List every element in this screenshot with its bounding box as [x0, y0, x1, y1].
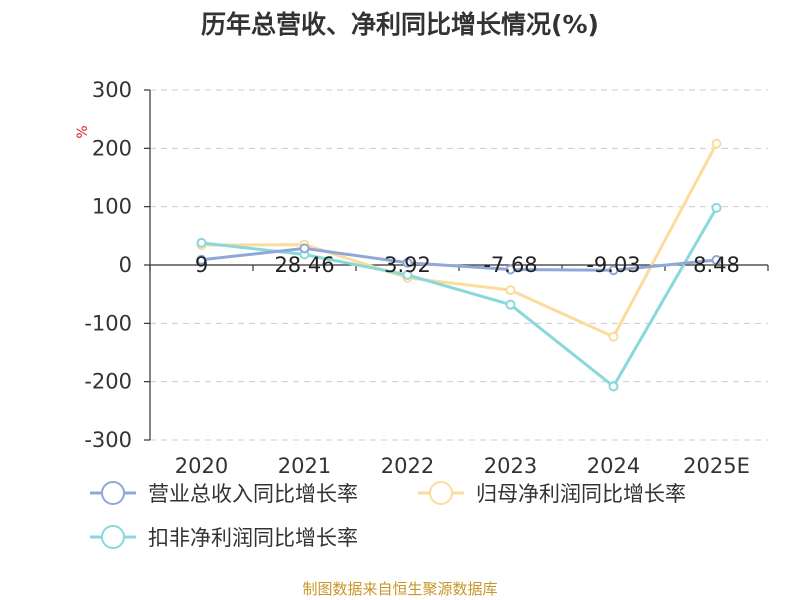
series-line	[201, 207, 718, 388]
legend-label: 扣非净利润同比增长率	[148, 526, 358, 550]
data-label-layer: 9 28.46 3.92 -7.68 -9.03 8.48	[195, 253, 740, 277]
data-label: -7.68	[483, 253, 537, 277]
x-tick-label: 2023	[484, 454, 537, 478]
data-point	[505, 285, 516, 296]
data-point	[711, 202, 722, 213]
data-point	[299, 243, 310, 254]
source-note: 制图数据来自恒生聚源数据库	[302, 580, 497, 598]
x-tick-label: 2020	[175, 454, 228, 478]
data-point	[711, 138, 722, 149]
data-point	[196, 254, 207, 265]
y-tick-label: -300	[84, 428, 132, 452]
y-tick-label: 0	[119, 253, 132, 277]
data-label: 9	[195, 253, 208, 277]
y-axis-unit: %	[75, 125, 91, 138]
series-line	[201, 142, 718, 339]
data-label: 8.48	[693, 253, 740, 277]
data-label: 28.46	[274, 253, 334, 277]
series-line	[201, 246, 717, 272]
legend-label: 归母净利润同比增长率	[476, 482, 686, 506]
data-point	[402, 269, 413, 280]
data-point	[608, 381, 619, 392]
grid-layer	[150, 89, 768, 441]
legend-marker	[429, 481, 453, 505]
data-point	[402, 257, 413, 268]
y-tick-label: 200	[92, 136, 132, 160]
series-layer	[196, 138, 722, 392]
data-point	[505, 299, 516, 310]
data-point	[608, 331, 619, 342]
x-tick-label: 2021	[278, 454, 331, 478]
data-label: -9.03	[586, 253, 640, 277]
x-tick-label: 2025E	[683, 454, 750, 478]
legend-marker	[101, 481, 125, 505]
chart-title: 历年总营收、净利同比增长情况(%)	[201, 10, 599, 39]
data-point	[196, 237, 207, 248]
axis-layer: 300 200 100 0 -100 -200 -300 2020 2021 2022 2023 20…	[84, 78, 769, 478]
y-tick-label: -200	[84, 370, 132, 394]
y-tick-label: 100	[92, 195, 132, 219]
data-point	[608, 265, 619, 276]
legend-label: 营业总收入同比增长率	[148, 482, 358, 506]
data-point	[711, 255, 722, 266]
legend-marker	[101, 525, 125, 549]
y-tick-label: 300	[92, 78, 132, 102]
data-label: 3.92	[384, 253, 431, 277]
data-point	[505, 264, 516, 275]
x-tick-label: 2024	[587, 454, 640, 478]
y-tick-label: -100	[84, 311, 132, 335]
x-tick-label: 2022	[381, 454, 434, 478]
